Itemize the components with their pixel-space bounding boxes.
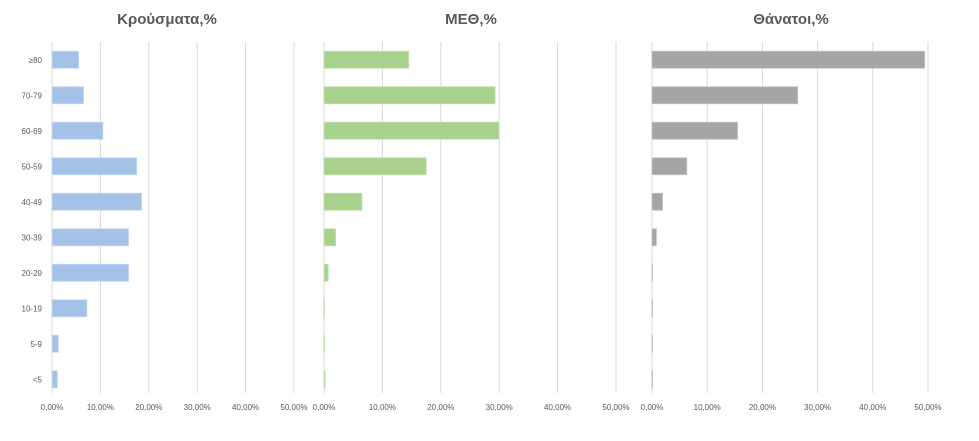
x-tick-label: 10,00% [369,403,396,412]
bar-5-9 [51,334,59,353]
bar-40-49 [651,192,663,211]
x-tick-label: 40,00% [232,403,259,412]
x-tick-label: 40,00% [544,403,571,412]
x-tick-label: 10,00% [87,403,114,412]
x-tick-label: 20,00% [749,403,776,412]
x-tick-label: 0,00% [41,403,64,412]
category-label: 40-49 [22,198,43,207]
bar-5-9 [651,334,654,353]
bar-60-69 [51,121,104,140]
x-tick-label: 30,00% [184,403,211,412]
bar-≥80 [51,50,80,69]
category-label: 60-69 [22,127,43,136]
bar-<5 [651,370,654,389]
x-tick-label: 10,00% [694,403,721,412]
bar-50-59 [323,157,427,176]
x-tick-label: 50,00% [914,403,941,412]
category-label: ≥80 [29,56,43,65]
x-tick-label: 0,00% [313,403,336,412]
bar-50-59 [51,157,138,176]
category-label: 20-29 [22,269,43,278]
category-label: 50-59 [22,162,43,171]
x-tick-label: 50,00% [602,403,629,412]
bar-60-69 [651,121,738,140]
x-tick-label: 50,00% [280,403,307,412]
x-tick-label: 30,00% [486,403,513,412]
chart-title: ΜΕΘ,% [445,11,497,28]
chart-title: Θάνατοι,% [753,11,829,28]
category-label: 10-19 [22,304,43,313]
bar-70-79 [651,86,799,105]
chart-title: Κρούσματα,% [117,11,217,28]
bar-60-69 [323,121,500,140]
bar-<5 [323,370,326,389]
bar-20-29 [51,263,129,282]
bar-30-39 [651,228,657,247]
bar-10-19 [323,299,326,318]
bar-≥80 [651,50,926,69]
chart-panel-3: Θάνατοι,% 0,00% 10,00% 20,00% 30,00% 40,00% 50… [641,11,942,412]
bar-5-9 [323,334,326,353]
bar-20-29 [323,263,329,282]
x-tick-label: 0,00% [641,403,664,412]
bar-70-79 [323,86,496,105]
x-tick-label: 40,00% [859,403,886,412]
x-tick-label: 20,00% [427,403,454,412]
category-label: 5-9 [30,340,42,349]
chart-panel-1: Κρούσματα,% 0,00% 10,00% 20,00% 30,00% 40,00%… [22,11,308,412]
category-label: 30-39 [22,233,43,242]
bar-≥80 [323,50,410,69]
bar-<5 [51,370,58,389]
category-label: 70-79 [22,91,43,100]
x-tick-label: 20,00% [135,403,162,412]
bar-40-49 [323,192,363,211]
bar-30-39 [323,228,337,247]
chart-panel-2: ΜΕΘ,% 0,00% 10,00% 20,00% 30,00% 40,00% 50,00% [313,11,630,412]
bar-30-39 [51,228,129,247]
bar-10-19 [51,299,88,318]
category-label: <5 [33,375,43,384]
bar-10-19 [651,299,654,318]
bar-40-49 [51,192,142,211]
bar-70-79 [51,86,84,105]
bar-20-29 [651,263,654,282]
bar-50-59 [651,157,688,176]
x-tick-label: 30,00% [804,403,831,412]
